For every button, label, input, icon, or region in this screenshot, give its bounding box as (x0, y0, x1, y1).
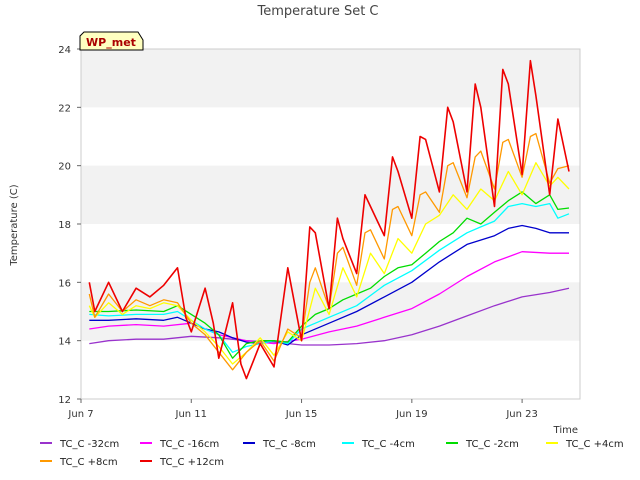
x-tick-label: Jun 7 (67, 409, 93, 420)
legend-item: TC_C -8cm (243, 439, 316, 450)
y-tick-label: 24 (58, 45, 71, 56)
grid-band (81, 49, 580, 108)
series-lines (88, 59, 570, 380)
legend-label: TC_C -4cm (361, 439, 415, 450)
axes: 12 14 16 18 20 22 24 Jun 7 Jun 11 Jun 15 Jun 19 Jun… (58, 45, 538, 420)
legend-item: TC_C -4cm (342, 439, 415, 450)
site-badge: WP_met (79, 31, 144, 51)
legend-item: TC_C +8cm (40, 457, 118, 468)
site-badge-label: WP_met (86, 36, 136, 49)
x-tick-label: Jun 11 (175, 409, 208, 420)
x-tick-label: Jun 19 (395, 409, 428, 420)
legend-label: TC_C +8cm (59, 457, 118, 468)
series-line (88, 59, 570, 380)
y-tick-label: 22 (58, 103, 71, 114)
y-axis-label: Temperature (C) (9, 184, 20, 266)
background-bands (81, 49, 580, 399)
legend-item: TC_C -16cm (140, 439, 219, 450)
y-tick-label: 18 (58, 220, 71, 231)
legend-label: TC_C +4cm (565, 439, 624, 450)
y-tick-label: 12 (58, 395, 71, 406)
legend-label: TC_C -32cm (59, 439, 119, 450)
series-line (89, 191, 570, 359)
legend-item: TC_C +12cm (140, 457, 224, 468)
y-tick-label: 14 (58, 337, 71, 348)
legend-item: TC_C -32cm (40, 439, 119, 450)
legend-label: TC_C -2cm (465, 439, 519, 450)
legend: TC_C -32cm TC_C -16cm TC_C -8cm TC_C -4cm TC… (40, 439, 624, 468)
y-tick-label: 16 (58, 278, 71, 289)
x-axis-label: Time (553, 425, 578, 436)
series-line (89, 287, 570, 346)
x-tick-label: Jun 15 (285, 409, 318, 420)
legend-label: TC_C -16cm (159, 439, 219, 450)
legend-label: TC_C -8cm (262, 439, 316, 450)
series-line (89, 224, 569, 346)
x-tick-label: Jun 23 (505, 409, 538, 420)
legend-label: TC_C +12cm (159, 457, 224, 468)
grid-band (81, 165, 580, 224)
y-tick-label: 20 (58, 162, 71, 173)
legend-item: TC_C +4cm (546, 439, 624, 450)
chart-title: Temperature Set C (256, 4, 378, 19)
legend-item: TC_C -2cm (446, 439, 519, 450)
